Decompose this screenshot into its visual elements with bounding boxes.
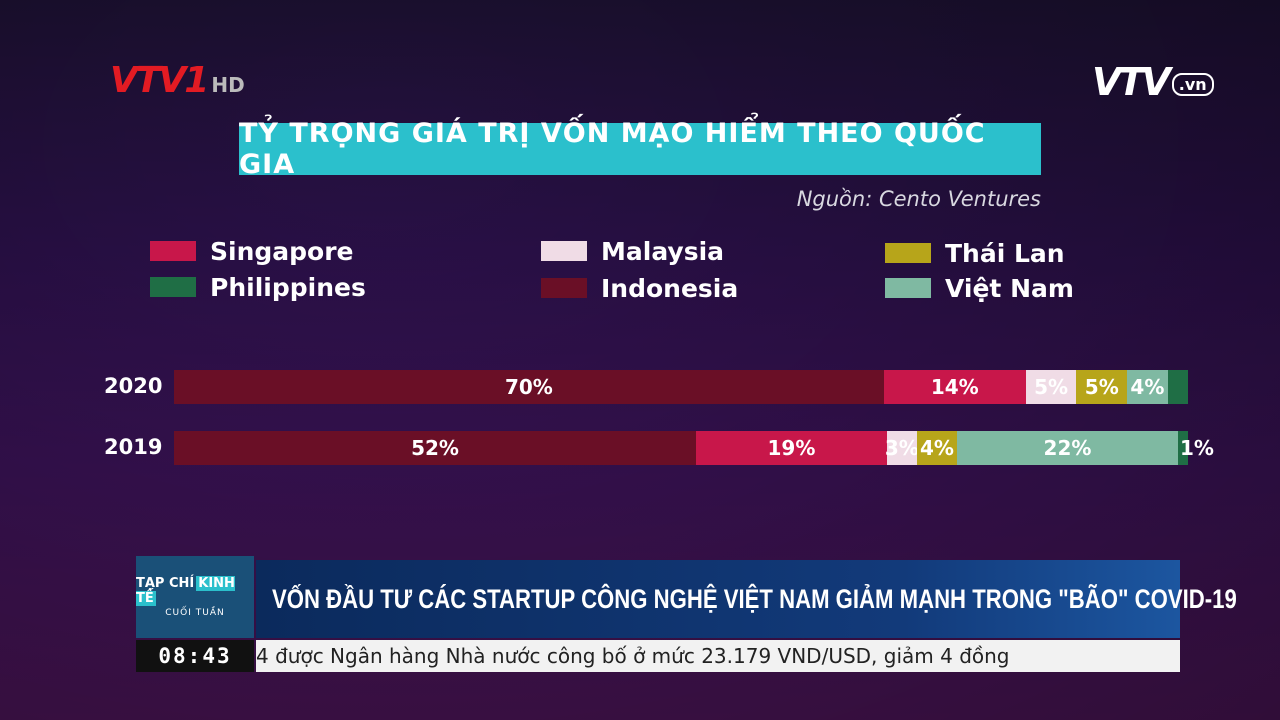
data-label: 70%: [504, 375, 553, 399]
legend-swatch: [150, 241, 196, 261]
bar-segment-2019-malaysia: 3%: [884, 431, 919, 465]
legend-swatch: [541, 278, 587, 298]
year-label-2020: 2020: [104, 374, 163, 398]
vtv1-logo-text: VTV1: [110, 60, 209, 101]
legend-item-việt-nam: Việt Nam: [885, 273, 1074, 303]
bar-segment-2020-singapore: 14%: [883, 370, 1026, 404]
legend-label: Philippines: [210, 272, 366, 302]
data-label: 22%: [1043, 436, 1092, 460]
legend-label: Malaysia: [601, 236, 725, 266]
bar-2019: 52% 19% 3% 4% 22% 1%: [174, 431, 1214, 465]
clock: 08:43: [136, 640, 254, 672]
headline-bar: VỐN ĐẦU TƯ CÁC STARTUP CÔNG NGHỆ VIỆT NA…: [256, 560, 1237, 638]
bar-segment-2020-malaysia: 5%: [1025, 370, 1077, 404]
legend-label: Indonesia: [601, 273, 739, 303]
bar-segment-2019-thái-lan: 4%: [916, 431, 958, 465]
data-label: 5%: [1084, 375, 1119, 399]
data-label: 14%: [930, 375, 979, 399]
bar-segment-2020-việt-nam: 4%: [1127, 370, 1168, 404]
legend-item-thái-lan: Thái Lan: [885, 238, 1065, 268]
data-label: 5%: [1034, 375, 1069, 399]
legend-swatch: [885, 278, 931, 298]
program-logo-line2: CUỐI TUẦN: [165, 608, 225, 618]
bar-segment-2020-indonesia: 70%: [174, 370, 884, 404]
legend-swatch: [885, 243, 931, 263]
bar-segment-2019-indonesia: 52%: [174, 431, 697, 465]
headline-text: VỐN ĐẦU TƯ CÁC STARTUP CÔNG NGHỆ VIỆT NA…: [272, 583, 1237, 614]
data-label: 1%: [1179, 436, 1214, 460]
legend-swatch: [150, 277, 196, 297]
program-logo: TẠP CHÍ KINH TẾ CUỐI TUẦN: [136, 556, 254, 638]
legend-swatch: [541, 241, 587, 261]
data-label: 4%: [920, 436, 954, 460]
vtv-vn-logo-text: VTV: [1092, 60, 1171, 104]
crawl-text: 4 được Ngân hàng Nhà nước công bố ở mức …: [256, 644, 1010, 668]
bar-segment-2020-thái-lan: 5%: [1076, 370, 1128, 404]
bar-2020: 70% 14% 5% 5% 4%: [174, 370, 1188, 404]
bar-segment-2020-philippines: [1167, 370, 1188, 404]
legend-item-singapore: Singapore: [150, 236, 354, 266]
legend-label: Thái Lan: [945, 238, 1065, 268]
bar-segment-2019-việt-nam: 22%: [957, 431, 1178, 465]
data-label: 3%: [884, 436, 919, 460]
legend-item-malaysia: Malaysia: [541, 236, 724, 266]
vtv-vn-logo: VTV .vn: [1092, 60, 1214, 104]
chart-source: Nguồn: Cento Ventures: [796, 187, 1041, 211]
program-logo-line1-text: TẠP CHÍ: [136, 576, 195, 591]
legend-label: Singapore: [210, 236, 354, 266]
data-label: 4%: [1130, 375, 1165, 399]
year-label-2019: 2019: [104, 435, 163, 459]
vtv1-logo: VTV1 HD: [110, 60, 245, 101]
data-label: 19%: [767, 436, 816, 460]
data-label: 52%: [411, 436, 459, 460]
hd-badge: HD: [211, 73, 245, 97]
vn-suffix: .vn: [1171, 73, 1214, 96]
bar-segment-2019-philippines: 1%: [1177, 431, 1214, 465]
chart-title: TỶ TRỌNG GIÁ TRỊ VỐN MẠO HIỂM THEO QUỐC …: [239, 118, 1041, 180]
legend-item-philippines: Philippines: [150, 272, 366, 302]
crawl-bar: 4 được Ngân hàng Nhà nước công bố ở mức …: [256, 640, 1180, 672]
legend-label: Việt Nam: [945, 273, 1074, 303]
legend-item-indonesia: Indonesia: [541, 273, 738, 303]
program-logo-line1: TẠP CHÍ KINH TẾ: [136, 576, 254, 606]
news-ticker: TẠP CHÍ KINH TẾ CUỐI TUẦN VỐN ĐẦU TƯ CÁC …: [136, 556, 1237, 674]
bar-segment-2019-singapore: 19%: [696, 431, 887, 465]
